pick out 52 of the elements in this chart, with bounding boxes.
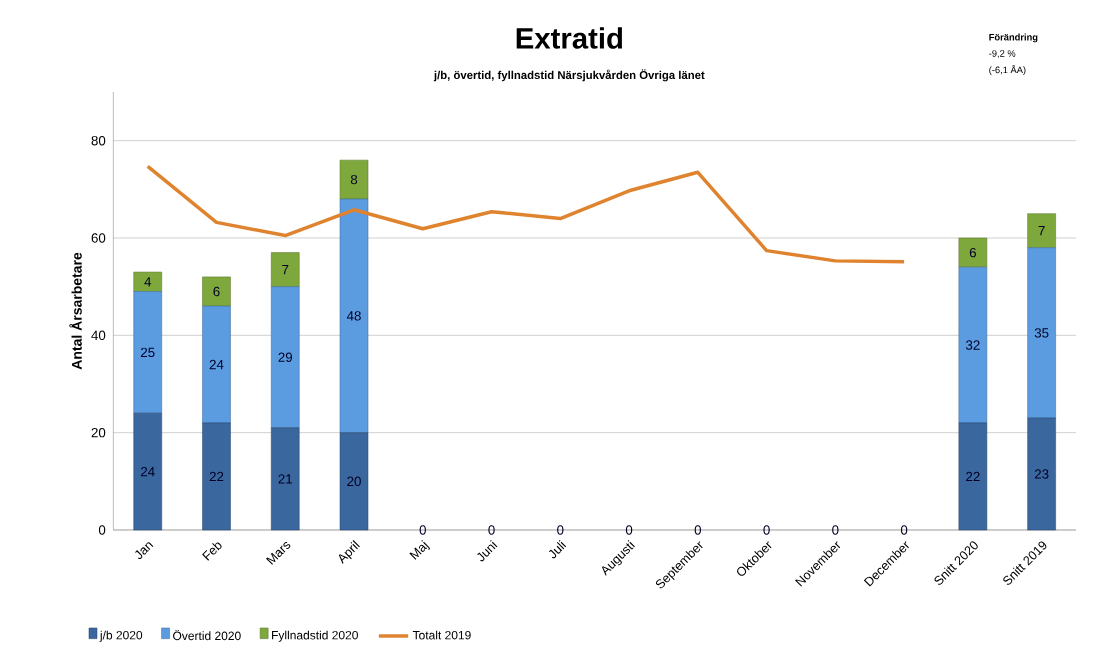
text: Förändring — [989, 33, 1038, 43]
bar — [270, 252, 300, 287]
data-label: 24 — [209, 359, 224, 370]
data-label: 0 — [763, 525, 770, 535]
text: -9,2 % — [989, 50, 1016, 58]
line-series — [145, 164, 906, 264]
bar — [202, 276, 231, 307]
data-label: 21 — [278, 474, 293, 484]
data-label: 0 — [419, 525, 426, 535]
y-tick-label: 0 — [98, 525, 106, 535]
data-label: 25 — [140, 347, 155, 358]
data-label: 20 — [347, 476, 361, 487]
data-label: 0 — [832, 525, 839, 535]
legend-label: j/b 2020 — [99, 630, 143, 642]
data-label: 8 — [350, 174, 358, 185]
legend-label: Fyllnadstid 2020 — [272, 630, 358, 642]
y-tick-label: 80 — [91, 135, 106, 146]
data-label: 35 — [1034, 328, 1049, 338]
y-tick-label: 20 — [91, 427, 106, 438]
data-label: 32 — [965, 340, 980, 350]
data-label: 22 — [209, 471, 224, 482]
x-tick-label: Feb — [202, 542, 222, 561]
bar — [339, 159, 369, 200]
bar — [1027, 213, 1056, 248]
y-tick-label: 60 — [91, 233, 106, 243]
x-tick-label: Jan — [135, 542, 154, 560]
data-label: 7 — [282, 265, 289, 275]
chart-subtitle: j/b, övertid, fyllnadstid Närsjukvården Övriga länet — [433, 69, 705, 82]
data-label: 6 — [213, 286, 220, 297]
chart-title: Extratid — [516, 27, 623, 49]
data-label: 0 — [694, 525, 702, 535]
x-tick-label: Juli — [548, 540, 567, 559]
legend-label: Totalt 2019 — [412, 630, 471, 640]
bar — [958, 237, 988, 268]
bar — [133, 271, 162, 292]
data-label: 0 — [900, 525, 908, 535]
data-label: 0 — [625, 525, 633, 535]
y-axis-title: Antal Årsarbetare — [69, 252, 82, 370]
text: (-6,1 ÅA) — [989, 64, 1026, 76]
data-label: 0 — [557, 525, 564, 535]
data-label: 48 — [346, 311, 361, 321]
x-tick-label: Maj — [409, 540, 430, 560]
data-label: 4 — [144, 277, 152, 287]
legend-label: Övertid 2020 — [173, 629, 241, 641]
data-label: 6 — [969, 247, 976, 258]
y-tick-label: 40 — [91, 330, 106, 341]
data-label: 24 — [140, 466, 155, 477]
data-label: 23 — [1034, 469, 1049, 479]
data-label: 22 — [966, 471, 980, 482]
data-label: 7 — [1038, 226, 1045, 236]
data-label: 29 — [278, 352, 293, 362]
data-label: 0 — [488, 525, 495, 535]
